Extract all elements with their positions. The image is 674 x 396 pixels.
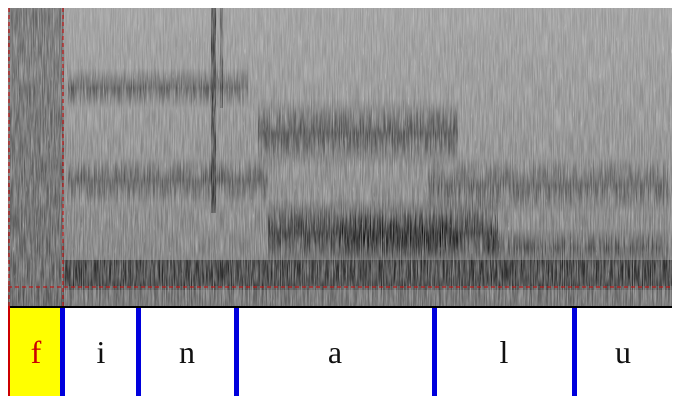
- interval-segment[interactable]: n: [179, 333, 195, 370]
- interval-segment[interactable]: i: [96, 333, 106, 370]
- interval-boundary[interactable]: [572, 308, 577, 396]
- spectrogram-panel[interactable]: [8, 8, 672, 306]
- spectrogram-image: [8, 8, 672, 306]
- interval-segment[interactable]: u: [615, 333, 631, 370]
- interval-segment[interactable]: l: [499, 333, 509, 370]
- interval-boundary[interactable]: [432, 308, 437, 396]
- interval-segment[interactable]: f: [8, 308, 64, 396]
- selection-start-marker: [8, 306, 10, 396]
- interval-boundary[interactable]: [136, 308, 141, 396]
- interval-segment[interactable]: a: [327, 333, 343, 370]
- interval-boundary[interactable]: [60, 308, 65, 396]
- interval-boundary[interactable]: [234, 308, 239, 396]
- interval-tier[interactable]: f i n a l u: [8, 306, 672, 396]
